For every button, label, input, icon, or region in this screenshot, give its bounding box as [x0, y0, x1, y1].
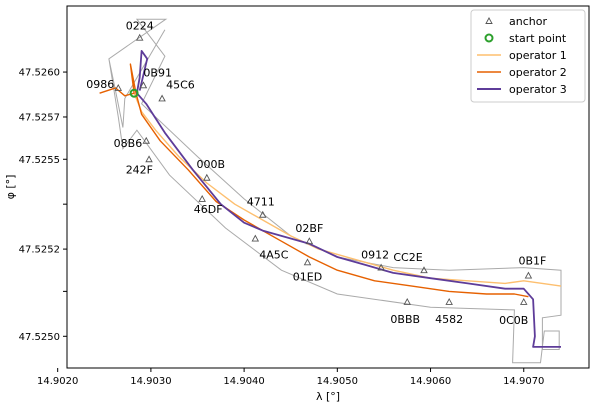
boundary-outline — [108, 18, 562, 364]
anchor-marker — [251, 234, 260, 242]
anchor-label: 0B91 — [143, 66, 172, 79]
x-axis-label: λ [°] — [316, 390, 340, 403]
anchor-label: 4A5C — [259, 249, 289, 262]
anchor-marker — [420, 266, 428, 274]
legend-start-swatch — [484, 33, 494, 43]
anchor-label: 242F — [126, 163, 153, 176]
anchor-label: CC2E — [393, 251, 422, 264]
anchor-marker — [305, 237, 314, 245]
anchor-label: 45C6 — [166, 78, 195, 91]
anchor-marker — [198, 194, 206, 202]
boundary-layer — [108, 18, 562, 364]
y-tick-label: 47.5255 — [19, 155, 60, 166]
anchor-label: 0C0B — [499, 314, 528, 327]
anchor-label: 02BF — [295, 222, 323, 235]
anchor-label: 0B1F — [518, 255, 546, 268]
x-tick-label: 14.9070 — [503, 376, 544, 387]
anchor-label: 000B — [197, 158, 226, 171]
x-tick-label: 14.9060 — [410, 376, 451, 387]
anchor-marker — [145, 155, 153, 163]
anchor-marker — [524, 271, 533, 279]
y-tick-label: 47.5260 — [19, 68, 60, 79]
anchor-marker — [142, 136, 150, 144]
anchor-marker — [158, 94, 166, 102]
anchor-label: 08B6 — [114, 137, 143, 150]
anchor-label: 4582 — [435, 313, 463, 326]
anchor-label: 0224 — [126, 20, 154, 33]
anchor-marker — [114, 83, 123, 91]
start-point-marker — [129, 88, 139, 98]
anchor-marker — [135, 33, 144, 41]
anchor-marker — [377, 263, 385, 271]
legend-anchor-swatch — [485, 17, 493, 24]
x-tick-label: 14.9050 — [317, 376, 358, 387]
x-tick-label: 14.9020 — [37, 376, 78, 387]
legend: anchor start point operator 1 operator 2 ope… — [470, 9, 586, 103]
anchor-marker — [258, 210, 267, 218]
anchor-layer: 0224 0B91 0986 45C6 08B6 242F 000B 46DF 4711 4A5C… — [86, 20, 546, 327]
anchor-marker — [519, 298, 528, 305]
anchor-marker — [445, 298, 453, 305]
anchor-label: 0912 — [361, 249, 389, 262]
legend-label: anchor — [509, 15, 547, 28]
anchor-label: 0986 — [86, 78, 114, 91]
y-tick-label: 47.5250 — [19, 332, 60, 343]
y-tick-label: 47.5252 — [19, 245, 60, 256]
anchor-marker — [139, 81, 148, 89]
axes-layer: 14.9020 14.9030 14.9040 14.9050 14.9060 14.90… — [19, 68, 545, 387]
anchor-label: 01ED — [293, 270, 322, 283]
anchor-label: 46DF — [194, 203, 223, 216]
anchor-marker — [203, 173, 211, 181]
legend-label: start point — [509, 32, 567, 45]
x-tick-label: 14.9040 — [223, 376, 264, 387]
series-line-2 — [99, 63, 529, 298]
x-tick-label: 14.9030 — [130, 376, 171, 387]
anchor-marker — [403, 298, 411, 305]
legend-box — [470, 9, 586, 103]
y-tick-label: 47.5257 — [19, 112, 60, 123]
anchor-marker — [303, 258, 312, 266]
legend-label: operator 1 — [509, 49, 567, 62]
series-line-1 — [133, 92, 562, 287]
y-axis-label: φ [°] — [4, 175, 17, 200]
start-layer — [129, 88, 139, 98]
anchor-label: 4711 — [247, 196, 275, 209]
legend-label: operator 2 — [509, 66, 567, 79]
anchor-label: 0BBB — [390, 313, 420, 326]
legend-label: operator 3 — [509, 83, 567, 96]
plot-frame — [66, 5, 590, 369]
